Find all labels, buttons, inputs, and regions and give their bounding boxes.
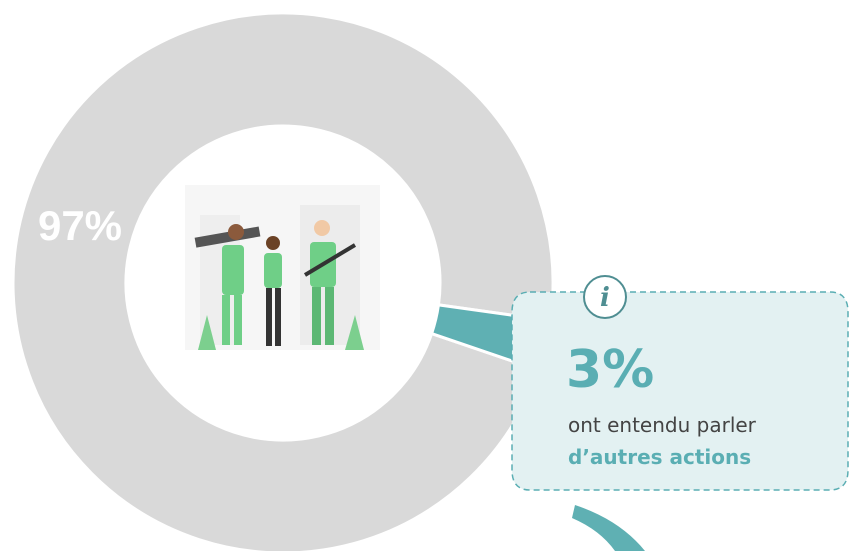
slice: [11, 11, 555, 551]
callout-box: [511, 291, 849, 491]
info-icon-text: i: [600, 283, 610, 313]
highlight-value: 3%: [566, 340, 654, 400]
info-icon: [583, 275, 627, 319]
slice-label: 97%: [38, 202, 122, 249]
annotation-highlight: d’autres actions: [568, 445, 751, 469]
callout-tail: [572, 505, 645, 551]
illustration: [185, 185, 380, 350]
annotation: ont entendu parler: [568, 413, 757, 437]
